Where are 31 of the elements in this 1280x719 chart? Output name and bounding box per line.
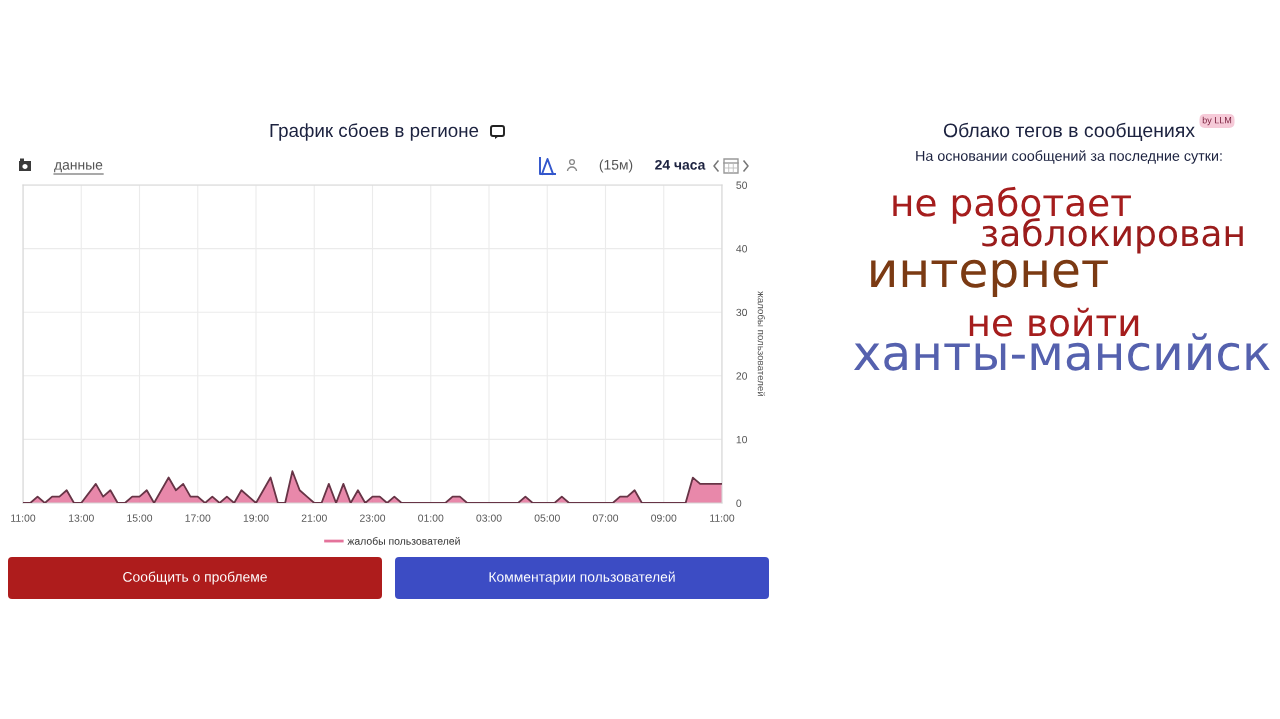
text: 24 часа bbox=[655, 159, 706, 170]
x-tick-label: 21:00 bbox=[301, 514, 327, 522]
x-tick-label: 13:00 bbox=[69, 514, 94, 522]
y-tick-label: 20 bbox=[736, 372, 748, 380]
text: Сообщить о проблеме bbox=[123, 571, 267, 585]
y-tick-label: 10 bbox=[736, 435, 748, 444]
text: Облако тегов в сообщениях bbox=[943, 122, 1195, 141]
chart-title: График сбоев в регионе bbox=[270, 123, 479, 141]
y-tick-label: 30 bbox=[736, 308, 748, 317]
x-tick-label: 05:00 bbox=[534, 514, 560, 522]
x-tick-label: 03:00 bbox=[476, 514, 502, 522]
x-tick-label: 23:00 bbox=[359, 514, 386, 522]
y-tick-label: 0 bbox=[736, 499, 742, 507]
y-tick-label: 50 bbox=[736, 181, 748, 189]
y-tick-label: 40 bbox=[736, 245, 748, 253]
x-tick-label: 01:00 bbox=[418, 514, 444, 522]
x-tick-label: 19:00 bbox=[243, 514, 269, 522]
x-tick-label: 11:00 bbox=[11, 514, 36, 522]
text: (15м) bbox=[599, 159, 633, 173]
x-tick-label: 17:00 bbox=[185, 514, 211, 522]
x-tick-label: 15:00 bbox=[127, 514, 153, 522]
text: Комментарии пользователей bbox=[489, 571, 675, 585]
x-tick-label: 09:00 bbox=[651, 514, 677, 522]
y-axis-title: жалобы пользователей bbox=[757, 291, 766, 397]
text: На основании сообщений за последние сутки: bbox=[916, 150, 1222, 164]
text: интернет bbox=[871, 259, 1108, 298]
x-tick-label: 07:00 bbox=[592, 514, 619, 522]
text: by LLM bbox=[1202, 116, 1232, 126]
x-tick-label: 11:00 bbox=[710, 514, 735, 522]
legend-label: жалобы пользователей bbox=[347, 536, 460, 545]
text: данные bbox=[54, 162, 103, 173]
